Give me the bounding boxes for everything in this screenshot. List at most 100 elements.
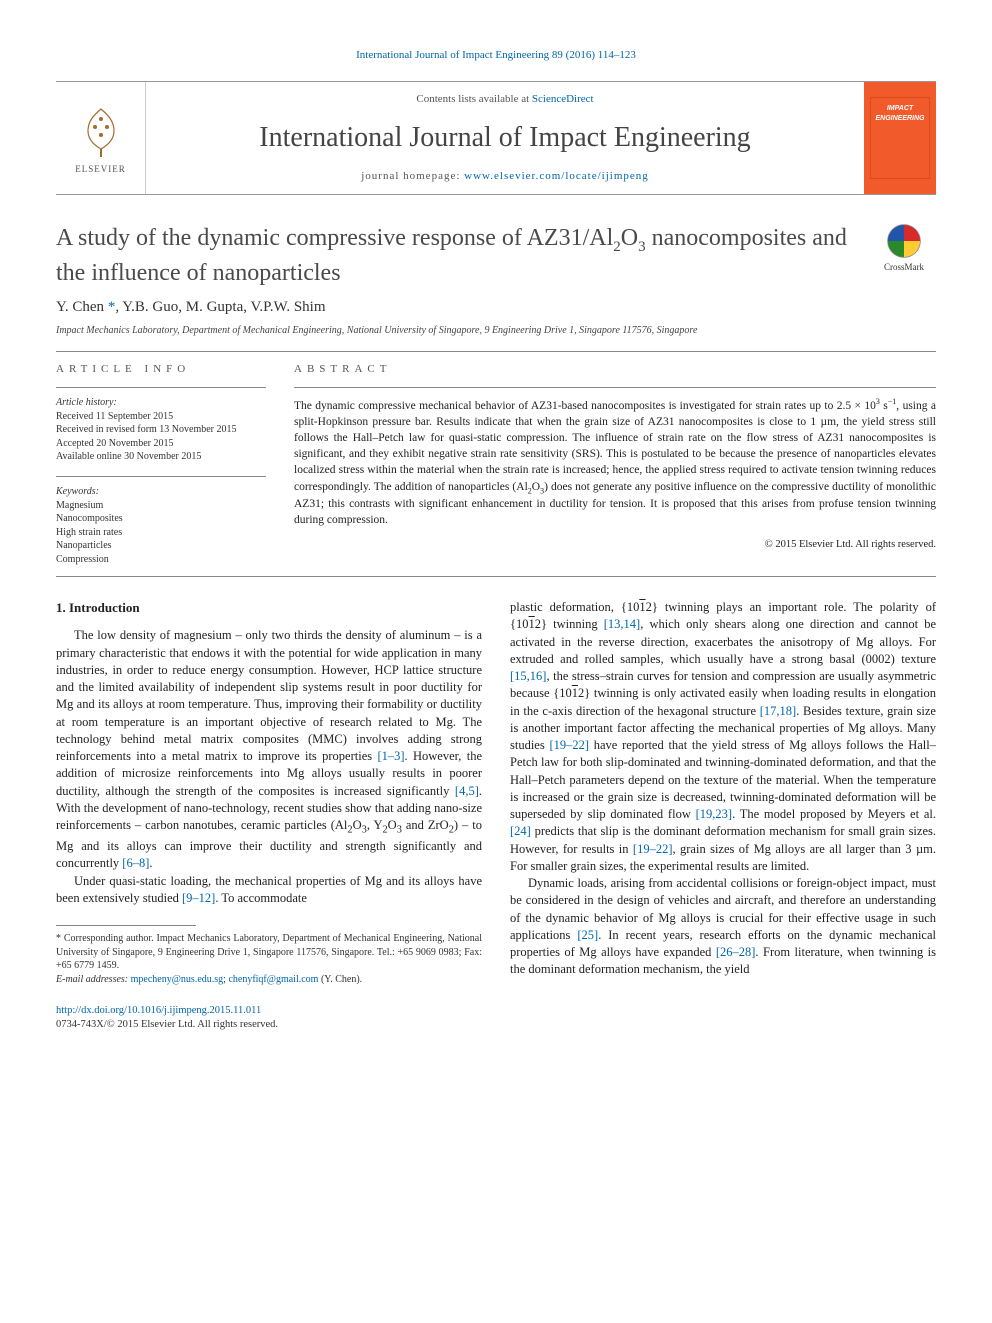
footnote-rule [56, 925, 196, 926]
abstract-copyright: © 2015 Elsevier Ltd. All rights reserved… [294, 538, 936, 553]
title-pre: A study of the dynamic compressive respo… [56, 225, 613, 251]
contents-prefix: Contents lists available at [416, 93, 531, 105]
twin-index: {1012} [510, 617, 547, 631]
ref-link[interactable]: [6–8] [122, 856, 149, 870]
ref-link[interactable]: [19,23] [696, 807, 732, 821]
rule-bottom [56, 576, 936, 577]
title-sub1: 2 [613, 239, 621, 255]
t: The low density of magnesium – only two … [56, 628, 482, 763]
journal-name: International Journal of Impact Engineer… [154, 118, 856, 157]
keyword: Nanoparticles [56, 539, 266, 553]
t: . [149, 856, 152, 870]
t: twinning plays an important role. The po… [658, 600, 936, 614]
issn-line: 0734-743X/© 2015 Elsevier Ltd. All right… [56, 1019, 278, 1030]
keyword: Compression [56, 553, 266, 567]
history-block: Article history: Received 11 September 2… [56, 396, 266, 464]
para-1: The low density of magnesium – only two … [56, 627, 482, 872]
email-tail: (Y. Chen). [318, 974, 362, 985]
corresponding-author-note: * Corresponding author. Impact Mechanics… [56, 932, 482, 973]
abs-t: , using a split-Hopkinson pressure bar. … [294, 400, 936, 492]
info-rule-2 [56, 476, 266, 477]
crossmark-icon [886, 223, 922, 259]
body-columns: 1. Introduction The low density of magne… [56, 599, 936, 986]
ref-link[interactable]: [9–12] [182, 891, 215, 905]
t: O [388, 818, 397, 832]
twin-index: {1012} [621, 600, 658, 614]
ref-link[interactable]: [24] [510, 824, 531, 838]
ref-link[interactable]: [13,14] [604, 617, 640, 631]
t: twinning [547, 617, 604, 631]
homepage-line: journal homepage: www.elsevier.com/locat… [154, 169, 856, 184]
abstract-rule [294, 387, 936, 388]
article-info-heading: ARTICLE INFO [56, 362, 266, 377]
article-title: A study of the dynamic compressive respo… [56, 223, 860, 288]
title-sub2: 3 [638, 239, 646, 255]
email-label: E-mail addresses: [56, 974, 131, 985]
authors: Y. Chen *, Y.B. Guo, M. Gupta, V.P.W. Sh… [56, 297, 936, 318]
ref-link[interactable]: [1–3] [377, 749, 404, 763]
ref-link[interactable]: [15,16] [510, 669, 546, 683]
twin-index: {1012} [553, 686, 590, 700]
sciencedirect-link[interactable]: ScienceDirect [532, 93, 594, 105]
homepage-link[interactable]: www.elsevier.com/locate/ijimpeng [464, 170, 649, 182]
footnotes: * Corresponding author. Impact Mechanics… [56, 932, 482, 986]
para-3: plastic deformation, {1012} twinning pla… [510, 599, 936, 875]
elsevier-logo: ELSEVIER [56, 82, 146, 194]
t: plastic deformation, [510, 600, 621, 614]
ref-link[interactable]: [17,18] [760, 704, 796, 718]
history-received: Received 11 September 2015 [56, 410, 266, 424]
t: , Y [367, 818, 383, 832]
title-row: A study of the dynamic compressive respo… [56, 223, 936, 288]
page-root: International Journal of Impact Engineer… [0, 0, 992, 1072]
masthead-center: Contents lists available at ScienceDirec… [146, 82, 864, 194]
abs-t: The dynamic compressive mechanical behav… [294, 400, 876, 412]
keyword: High strain rates [56, 526, 266, 540]
page-footer: http://dx.doi.org/10.1016/j.ijimpeng.201… [56, 1004, 936, 1032]
email-link-1[interactable]: mpecheny@nus.edu.sg [131, 974, 224, 985]
t: . The model proposed by Meyers et al. [732, 807, 936, 821]
abstract-body: The dynamic compressive mechanical behav… [294, 396, 936, 528]
homepage-prefix: journal homepage: [361, 170, 464, 182]
ref-link[interactable]: [19–22] [633, 842, 673, 856]
t: . To accommodate [215, 891, 307, 905]
ref-link[interactable]: [26–28] [716, 945, 756, 959]
title-mid: O [621, 225, 638, 251]
cover-thumb-inner: IMPACT ENGINEERING [870, 97, 930, 179]
keyword: Nanocomposites [56, 512, 266, 526]
email-link-2[interactable]: chenyfiqf@gmail.com [228, 974, 318, 985]
author-1: Y. Chen [56, 299, 108, 315]
info-abstract-row: ARTICLE INFO Article history: Received 1… [56, 362, 936, 566]
ref-link[interactable]: [19–22] [549, 738, 589, 752]
para-2: Under quasi-static loading, the mechanic… [56, 873, 482, 908]
ref-link[interactable]: [25] [577, 928, 598, 942]
doi-link[interactable]: http://dx.doi.org/10.1016/j.ijimpeng.201… [56, 1005, 261, 1016]
keywords-label: Keywords: [56, 485, 266, 499]
abstract-heading: ABSTRACT [294, 362, 936, 377]
abs-t: O [532, 481, 540, 493]
publisher-name: ELSEVIER [75, 163, 126, 176]
affiliation: Impact Mechanics Laboratory, Department … [56, 324, 936, 337]
authors-rest: , Y.B. Guo, M. Gupta, V.P.W. Shim [115, 299, 325, 315]
history-online: Available online 30 November 2015 [56, 450, 266, 464]
journal-cover-thumb: IMPACT ENGINEERING [864, 82, 936, 194]
article-info: ARTICLE INFO Article history: Received 1… [56, 362, 266, 566]
crossmark-label: CrossMark [884, 261, 924, 274]
section-1-heading: 1. Introduction [56, 599, 482, 617]
running-header: International Journal of Impact Engineer… [56, 48, 936, 63]
tree-icon [74, 101, 128, 159]
keywords-list: Magnesium Nanocomposites High strain rat… [56, 499, 266, 567]
info-rule [56, 387, 266, 388]
email-line: E-mail addresses: mpecheny@nus.edu.sg; c… [56, 973, 482, 987]
ref-link[interactable]: [4,5] [455, 784, 479, 798]
contents-line: Contents lists available at ScienceDirec… [154, 92, 856, 107]
abstract: ABSTRACT The dynamic compressive mechani… [294, 362, 936, 566]
crossmark-badge[interactable]: CrossMark [872, 223, 936, 274]
history-accepted: Accepted 20 November 2015 [56, 437, 266, 451]
keyword: Magnesium [56, 499, 266, 513]
rule-top [56, 351, 936, 352]
footnote-block: * Corresponding author. Impact Mechanics… [56, 925, 482, 986]
abs-t: s [880, 400, 888, 412]
history-revised: Received in revised form 13 November 201… [56, 423, 266, 437]
t: O [353, 818, 362, 832]
history-label: Article history: [56, 396, 266, 410]
